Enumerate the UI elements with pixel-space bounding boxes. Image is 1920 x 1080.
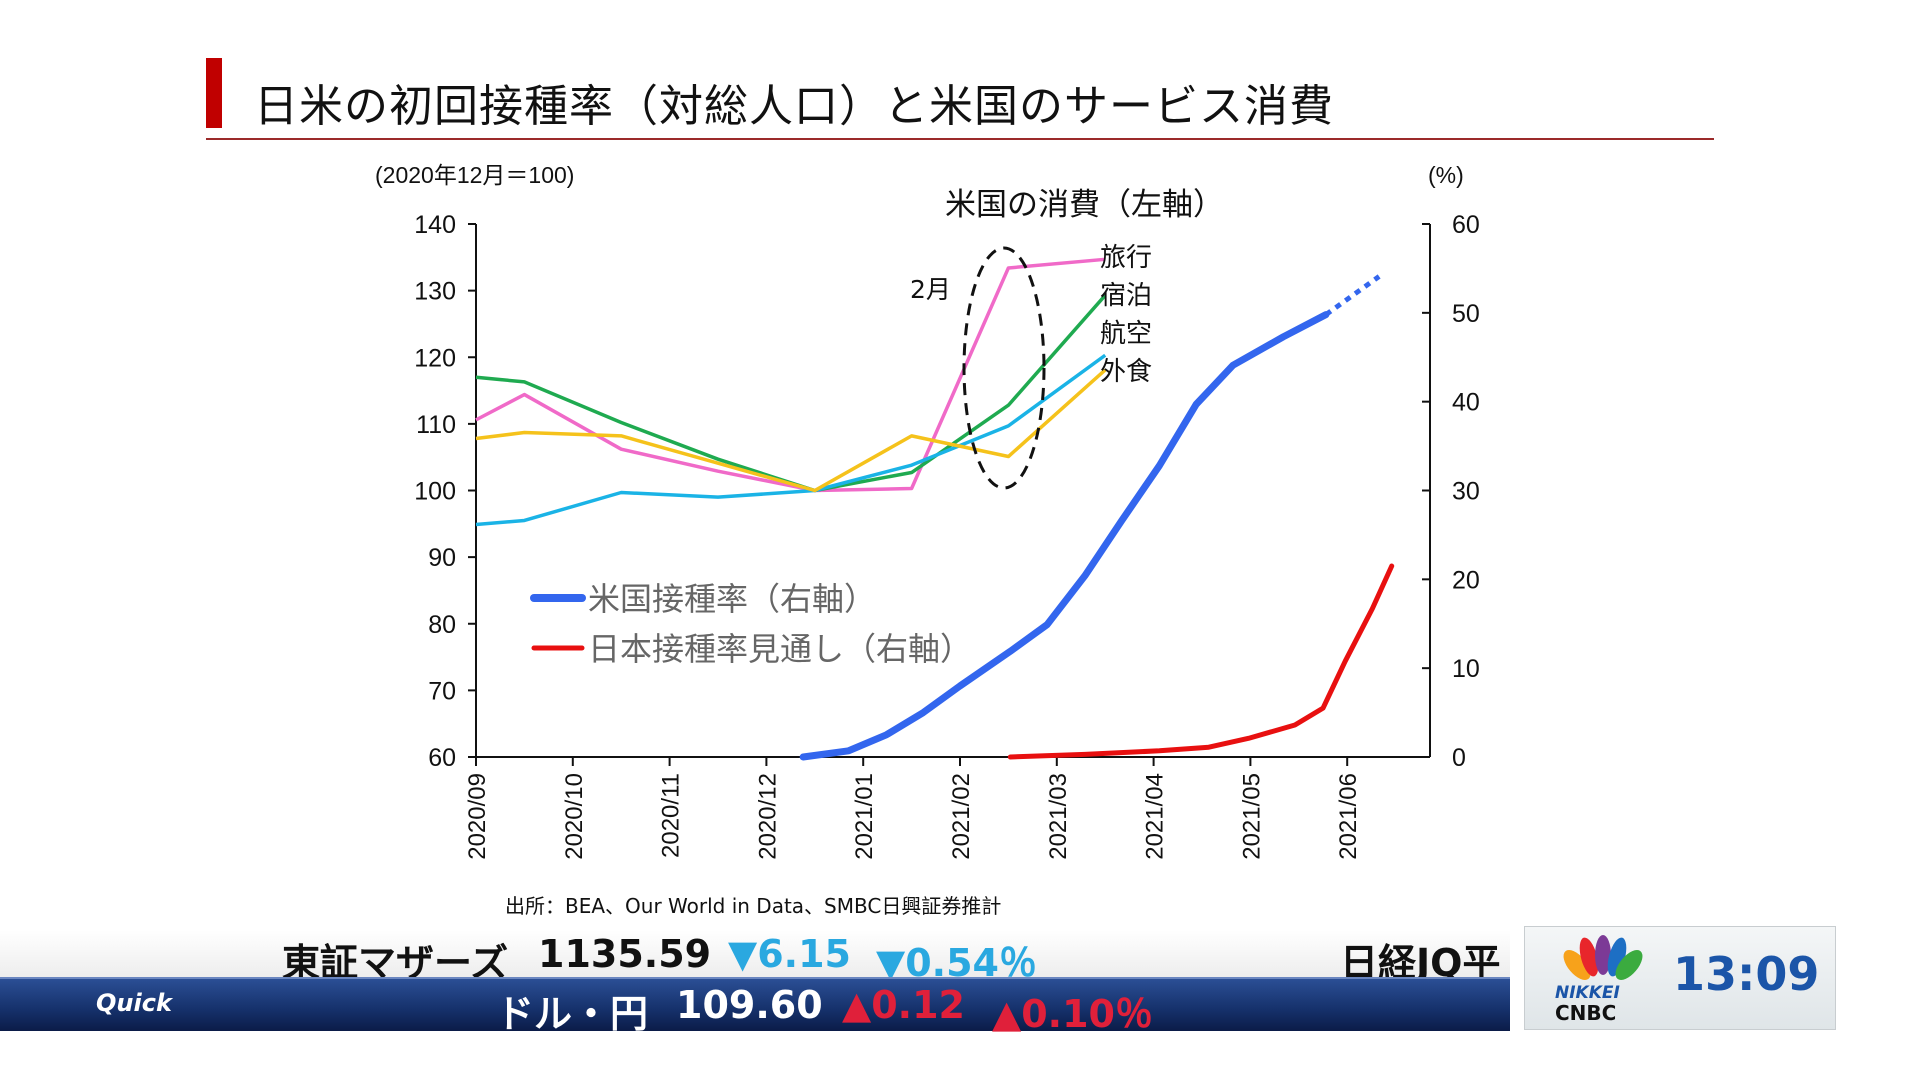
x-tick-label: 2020/12 xyxy=(754,773,781,860)
left-tick-label: 80 xyxy=(428,611,456,639)
consumption-line-3 xyxy=(475,353,1107,527)
ticker-top-change: ▼6.15 xyxy=(728,932,851,976)
ticker-bottom-value: 109.60 xyxy=(676,983,823,1027)
x-tick-label: 2020/11 xyxy=(658,773,685,858)
x-tick-label: 2021/05 xyxy=(1238,773,1265,860)
annotation-february: 2月 xyxy=(910,275,951,304)
x-tick-label: 2021/06 xyxy=(1335,773,1362,860)
right-tick-label: 40 xyxy=(1452,389,1480,417)
consumption-line-2 xyxy=(475,294,1107,493)
ticker-bottom-row: Quick ドル・円 109.60 ▲0.12 ▲0.10％ xyxy=(0,977,1510,1036)
right-tick-label: 20 xyxy=(1452,566,1480,594)
source-note: 出所：BEA、Our World in Data、SMBC日興証券推計 xyxy=(505,894,1001,918)
right-tick-label: 60 xyxy=(1452,211,1480,239)
left-tick-label: 60 xyxy=(428,744,456,772)
right-tick-label: 0 xyxy=(1452,744,1466,772)
consumption-title: 米国の消費（左軸） xyxy=(945,187,1224,223)
x-tick-label: 2021/04 xyxy=(1142,773,1169,860)
vaccination-line-1 xyxy=(799,311,1330,761)
february-highlight-ellipse xyxy=(962,246,1046,490)
ticker-bottom-name: ドル・円 xyxy=(496,992,649,1036)
series-label: 旅行 xyxy=(1100,243,1152,273)
left-axis-label: (2020年12月＝100) xyxy=(375,162,574,188)
legend-label: 日本接種率見通し（右軸） xyxy=(588,630,972,668)
x-tick-label: 2021/02 xyxy=(948,773,975,860)
x-tick-label: 2020/10 xyxy=(561,773,588,860)
vaccination-consumption-chart: (2020年12月＝100) (%) 米国の消費（左軸） 2月 出所：BEA、O… xyxy=(375,162,1480,918)
left-tick-label: 90 xyxy=(428,544,456,572)
left-tick-label: 70 xyxy=(428,677,456,705)
ticker-bottom-percent: ▲0.10％ xyxy=(992,992,1153,1036)
page-title: 日米の初回接種率（対総人口）と米国のサービス消費 xyxy=(254,81,1334,132)
title-accent-bar xyxy=(206,58,222,128)
vaccination-line-2 xyxy=(1007,563,1395,760)
cnbc-logo-text: CNBC xyxy=(1555,1001,1617,1025)
consumption-line-1 xyxy=(475,257,1106,493)
left-tick-label: 130 xyxy=(414,278,456,306)
peacock-icon xyxy=(1563,935,1643,980)
quick-logo: Quick xyxy=(96,989,172,1017)
x-tick-label: 2021/03 xyxy=(1045,773,1072,860)
right-tick-label: 10 xyxy=(1452,655,1480,683)
title-divider xyxy=(206,138,1714,140)
left-tick-label: 140 xyxy=(414,211,456,239)
left-tick-label: 110 xyxy=(416,411,456,439)
consumption-line-4 xyxy=(475,368,1107,493)
clock-time: 13:09 xyxy=(1673,947,1820,1001)
right-axis-label: (%) xyxy=(1428,162,1464,188)
series-label: 外食 xyxy=(1100,357,1152,387)
nikkei-logo-text: NIKKEI xyxy=(1555,983,1620,1003)
series-label: 航空 xyxy=(1100,319,1152,349)
right-tick-label: 50 xyxy=(1452,300,1480,328)
vaccination-projection-line xyxy=(1324,274,1381,317)
ticker-top-value: 1135.59 xyxy=(538,932,712,976)
x-tick-label: 2021/01 xyxy=(851,773,878,860)
x-tick-label: 2020/09 xyxy=(464,773,491,860)
left-tick-label: 100 xyxy=(414,478,456,506)
left-tick-label: 120 xyxy=(414,344,456,372)
series-label: 宿泊 xyxy=(1100,281,1152,311)
channel-logo-box: NIKKEI CNBC 13:09 xyxy=(1524,926,1836,1030)
ticker-top-row: 東証マザーズ 1135.59 ▼6.15 ▼0.54％ 日経JQ平 xyxy=(0,930,1510,985)
ticker-bottom-change: ▲0.12 xyxy=(842,983,965,1027)
right-tick-label: 30 xyxy=(1452,478,1480,506)
legend-label: 米国接種率（右軸） xyxy=(588,580,876,618)
